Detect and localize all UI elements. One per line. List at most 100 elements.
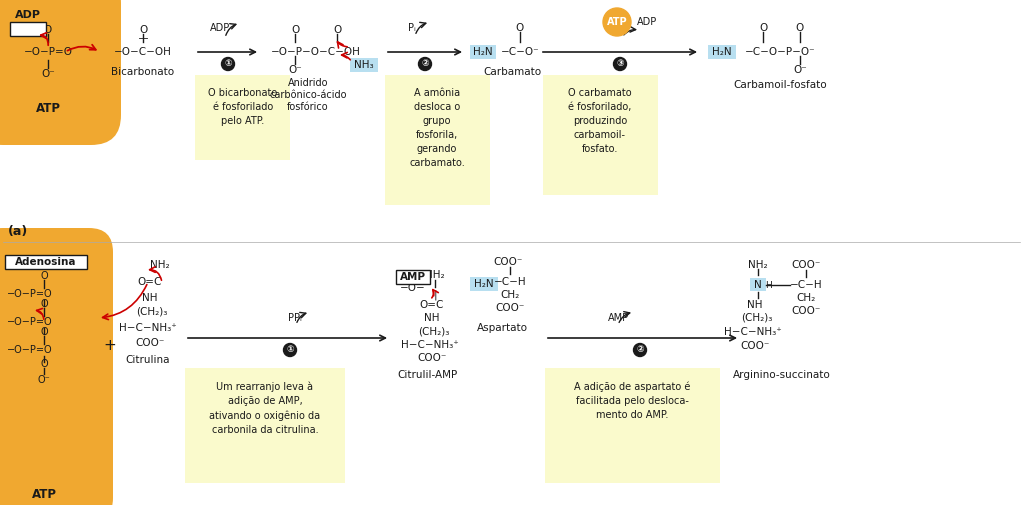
Text: −O−: −O− [400,283,426,293]
Text: Carbamoil-fosfato: Carbamoil-fosfato [733,80,827,90]
Text: O bicarbonato
é fosforilado
pelo ATP.: O bicarbonato é fosforilado pelo ATP. [209,88,277,126]
Text: −O−P=O: −O−P=O [24,47,73,57]
Text: ③: ③ [616,60,624,69]
Text: H₂N: H₂N [474,47,493,57]
Text: (CH₂)₃: (CH₂)₃ [742,313,772,323]
Text: O: O [139,25,147,35]
Text: O: O [44,25,52,35]
Text: Bicarbonato: Bicarbonato [112,67,175,77]
Text: O=C: O=C [138,277,163,287]
Text: −C−O⁻: −C−O⁻ [500,47,539,57]
Text: COO⁻: COO⁻ [135,338,165,348]
Text: Citrulina: Citrulina [126,355,170,365]
Text: −O−C−OH: −O−C−OH [114,47,172,57]
Text: COO⁻: COO⁻ [495,303,525,313]
Text: AMP: AMP [400,272,426,282]
FancyBboxPatch shape [543,75,658,195]
Text: −O−P=O: −O−P=O [7,317,53,327]
Text: NH: NH [142,293,158,303]
Text: ADP: ADP [210,23,230,33]
Circle shape [633,343,647,357]
Text: +: + [103,337,117,352]
Text: O: O [40,359,48,369]
Text: CH₂: CH₂ [796,293,815,303]
Text: N: N [754,280,762,290]
Text: H−C−NH₃⁺: H−C−NH₃⁺ [724,327,782,337]
Text: O: O [40,299,48,309]
Text: CH₂: CH₂ [500,290,520,300]
Text: H₂N: H₂N [475,279,494,289]
Text: −O−P=O: −O−P=O [7,289,53,299]
Text: Carbamato: Carbamato [483,67,541,77]
Text: Arginino-succinato: Arginino-succinato [733,370,831,380]
Text: H: H [764,280,771,289]
Text: ATP: ATP [36,102,60,115]
Text: COO⁻: COO⁻ [741,341,769,351]
FancyBboxPatch shape [385,75,490,205]
Text: ②: ② [421,60,429,69]
Text: H−C−NH₃⁺: H−C−NH₃⁺ [401,340,459,350]
Text: COO⁻: COO⁻ [417,353,447,363]
Text: ADP: ADP [637,17,657,27]
FancyBboxPatch shape [195,75,290,160]
Text: COO⁻: COO⁻ [792,260,820,270]
Bar [470,277,498,291]
Text: O⁻: O⁻ [793,65,807,75]
Text: Um rearranjo leva à
adição de AMP,
ativando o oxigênio da
carbonila da citrulina: Um rearranjo leva à adição de AMP, ativa… [210,382,320,435]
Text: ATP: ATP [607,17,627,27]
Text: Pᵢ: Pᵢ [408,23,416,33]
Text: O⁻: O⁻ [38,375,50,385]
Text: (CH₂)₃: (CH₂)₃ [418,326,450,336]
Text: (CH₂)₃: (CH₂)₃ [136,307,168,317]
Text: O⁻: O⁻ [288,65,302,75]
Text: O=C: O=C [419,300,444,310]
Text: Citrulil-AMP: Citrulil-AMP [398,370,458,380]
Circle shape [418,58,432,71]
Circle shape [614,58,626,71]
Text: O: O [759,23,767,33]
Text: (a): (a) [8,226,29,238]
Text: NH₂: NH₂ [150,260,170,270]
Bar [470,45,496,59]
Text: −C−H: −C−H [790,280,822,290]
Text: −C−O−P−O⁻: −C−O−P−O⁻ [745,47,815,57]
Text: ①: ① [224,60,232,69]
Bar [708,45,736,59]
Text: ATP: ATP [32,488,56,501]
Bar [10,22,46,36]
FancyBboxPatch shape [185,368,345,483]
Text: Anidrido
carbônico-ácido
fosfórico: Anidrido carbônico-ácido fosfórico [269,78,347,112]
Text: O: O [516,23,524,33]
Text: COO⁻: COO⁻ [493,257,523,267]
Text: ADP: ADP [15,10,41,20]
Text: O: O [796,23,804,33]
Text: Adenosina: Adenosina [15,257,77,267]
Text: ②: ② [636,345,643,355]
FancyBboxPatch shape [0,0,121,145]
FancyBboxPatch shape [0,228,113,505]
Text: H₂N: H₂N [712,47,731,57]
Text: O: O [40,327,48,337]
Text: O⁻: O⁻ [41,69,55,79]
Text: NH: NH [425,313,440,323]
Circle shape [283,343,297,357]
Text: PPᵢ: PPᵢ [288,313,302,323]
Bar [396,270,430,284]
Text: NH₂: NH₂ [426,270,445,280]
Circle shape [222,58,234,71]
Text: NH: NH [747,300,763,310]
Text: −C−H: −C−H [494,277,526,287]
Text: NH₂: NH₂ [748,260,768,270]
Text: A adição de aspartato é
facilitada pelo desloca-
mento do AMP.: A adição de aspartato é facilitada pelo … [574,382,691,421]
Bar [350,58,379,72]
Text: NH₃: NH₃ [354,60,373,70]
Text: COO⁻: COO⁻ [792,306,820,316]
Text: −O−P=O: −O−P=O [7,345,53,355]
Text: |: | [433,290,437,300]
Text: ①: ① [286,345,294,355]
Circle shape [603,8,631,36]
Bar [750,278,766,291]
Text: −O−P−O−C−OH: −O−P−O−C−OH [271,47,361,57]
Text: AMP: AMP [608,313,628,323]
Text: O: O [291,25,299,35]
